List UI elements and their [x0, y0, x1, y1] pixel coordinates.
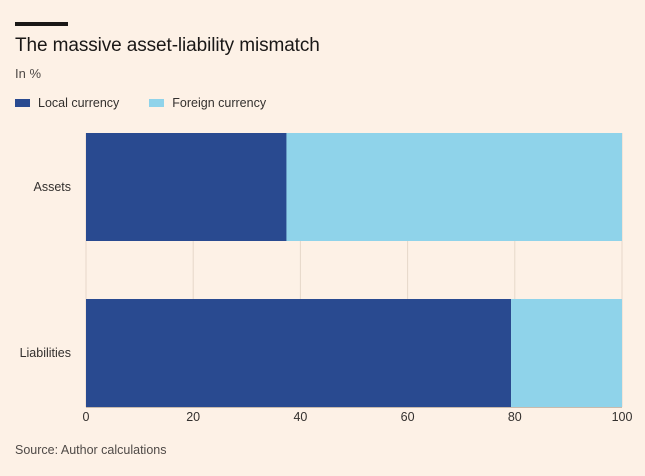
- bars: [86, 133, 622, 407]
- x-tick-label-0: 0: [83, 410, 90, 424]
- category-label-liabilities: Liabilities: [20, 346, 71, 360]
- category-labels: Assets Liabilities: [20, 180, 71, 360]
- bar-liabilities-local: [86, 299, 512, 407]
- legend-swatch-foreign: [149, 99, 165, 107]
- x-tick-label-3: 60: [401, 410, 415, 424]
- x-tick-label-1: 20: [186, 410, 200, 424]
- x-tick-label-2: 40: [293, 410, 307, 424]
- legend-item-foreign: Foreign currency: [149, 96, 266, 110]
- chart-subtitle: In %: [15, 66, 42, 81]
- bar-liabilities-foreign: [511, 299, 622, 407]
- x-tick-label-4: 80: [508, 410, 522, 424]
- legend-item-local: Local currency: [15, 96, 119, 110]
- category-label-assets: Assets: [33, 180, 71, 194]
- bar-assets-local: [86, 133, 287, 241]
- source-note: Source: Author calculations: [15, 443, 167, 457]
- legend-swatch-local: [15, 99, 30, 107]
- top-rule: [15, 22, 68, 26]
- legend: Local currency Foreign currency: [15, 96, 296, 110]
- legend-label-foreign: Foreign currency: [172, 96, 267, 110]
- x-tick-labels: 0 20 40 60 80 100: [83, 410, 633, 424]
- bar-assets-foreign: [286, 133, 622, 241]
- legend-label-local: Local currency: [38, 96, 120, 110]
- chart-title: The massive asset-liability mismatch: [15, 35, 320, 56]
- x-tick-label-5: 100: [612, 410, 633, 424]
